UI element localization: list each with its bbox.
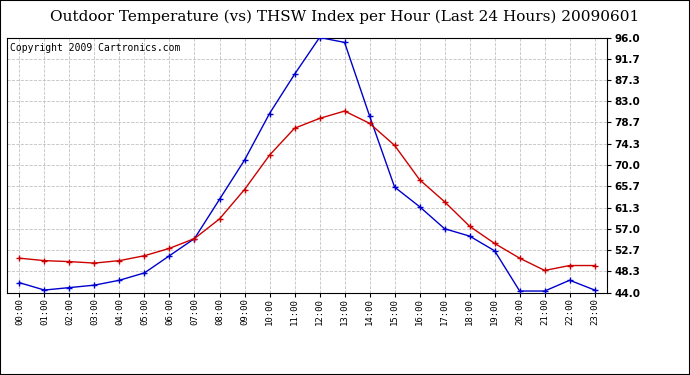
Text: Copyright 2009 Cartronics.com: Copyright 2009 Cartronics.com bbox=[10, 43, 180, 52]
Text: Outdoor Temperature (vs) THSW Index per Hour (Last 24 Hours) 20090601: Outdoor Temperature (vs) THSW Index per … bbox=[50, 9, 640, 24]
